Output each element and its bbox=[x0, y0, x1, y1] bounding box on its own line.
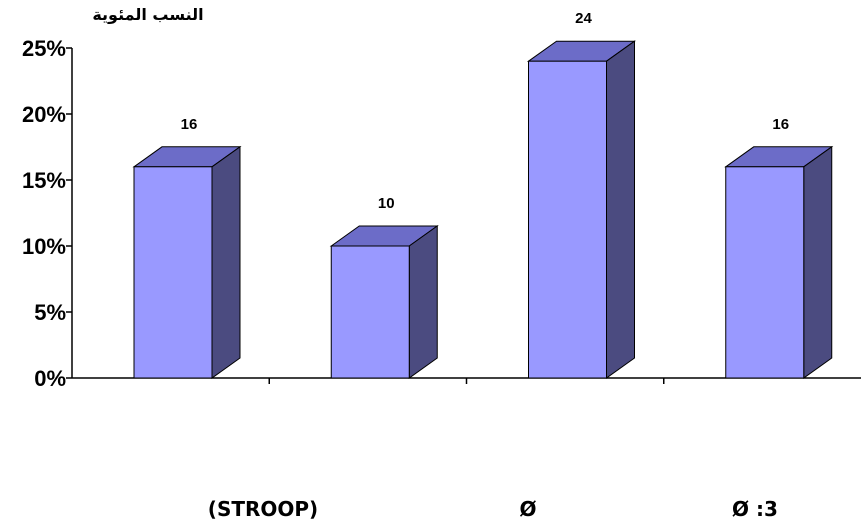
bar bbox=[132, 145, 242, 379]
axes: 0% 5% 10% 15% 20% 25% bbox=[22, 36, 861, 391]
y-tick-label: 15% bbox=[22, 168, 66, 193]
labels: 16 10 24 16 (STROOP) Ø Ø :3 bbox=[181, 10, 789, 521]
bar-front bbox=[725, 166, 805, 379]
data-label: 16 bbox=[181, 116, 198, 133]
y-tick-label: 0% bbox=[34, 366, 66, 391]
bar-front bbox=[528, 60, 607, 379]
category-label: (STROOP) bbox=[208, 497, 318, 521]
category-label: Ø bbox=[519, 497, 536, 521]
data-label: 16 bbox=[772, 116, 789, 133]
bar-side bbox=[408, 225, 438, 379]
y-tick-label: 5% bbox=[34, 300, 66, 325]
bar bbox=[329, 225, 439, 379]
category-label: Ø :3 bbox=[732, 497, 778, 521]
y-tick-label: 10% bbox=[22, 234, 66, 259]
bar-side bbox=[803, 145, 833, 379]
bar bbox=[526, 40, 637, 379]
data-label: 10 bbox=[378, 195, 395, 212]
bar-side bbox=[211, 145, 241, 379]
bar-front bbox=[330, 245, 410, 379]
bars bbox=[132, 40, 834, 379]
y-tick-label: 20% bbox=[22, 102, 66, 127]
bar-front bbox=[133, 166, 213, 379]
y-tick-label: 25% bbox=[22, 36, 66, 61]
data-label: 24 bbox=[575, 10, 592, 27]
bar-side bbox=[606, 40, 635, 379]
y-axis-label: النسب المئوية bbox=[92, 5, 203, 24]
bar bbox=[724, 145, 834, 379]
